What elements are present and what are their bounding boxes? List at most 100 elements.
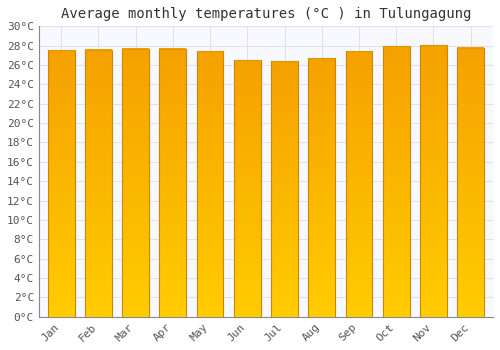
Bar: [420, 80, 447, 83]
Bar: [420, 222, 447, 224]
Bar: [234, 132, 260, 135]
Bar: [85, 79, 112, 82]
Bar: [271, 130, 298, 133]
Bar: [346, 312, 372, 314]
Bar: [346, 261, 372, 264]
Bar: [383, 92, 409, 94]
Bar: [122, 129, 149, 132]
Bar: [271, 207, 298, 209]
Bar: [458, 88, 484, 91]
Bar: [122, 110, 149, 113]
Bar: [420, 289, 447, 292]
Bar: [196, 240, 224, 243]
Bar: [346, 237, 372, 240]
Bar: [308, 128, 335, 131]
Bar: [48, 128, 74, 131]
Bar: [160, 134, 186, 137]
Bar: [383, 62, 409, 65]
Bar: [234, 206, 260, 209]
Bar: [420, 287, 447, 289]
Bar: [234, 188, 260, 191]
Bar: [196, 80, 224, 83]
Bar: [160, 252, 186, 255]
Bar: [346, 184, 372, 187]
Bar: [308, 162, 335, 164]
Bar: [458, 303, 484, 306]
Bar: [420, 153, 447, 156]
Bar: [420, 202, 447, 205]
Bar: [420, 173, 447, 175]
Bar: [383, 56, 409, 59]
Bar: [308, 182, 335, 185]
Bar: [196, 131, 224, 134]
Bar: [308, 110, 335, 113]
Bar: [458, 217, 484, 220]
Bar: [196, 195, 224, 197]
Bar: [383, 189, 409, 192]
Bar: [122, 201, 149, 204]
Bar: [122, 86, 149, 89]
Bar: [271, 278, 298, 281]
Bar: [346, 282, 372, 285]
Bar: [383, 298, 409, 301]
Bar: [234, 70, 260, 73]
Bar: [346, 152, 372, 155]
Bar: [420, 116, 447, 118]
Bar: [196, 197, 224, 200]
Bar: [234, 91, 260, 93]
Bar: [308, 164, 335, 167]
Bar: [122, 247, 149, 250]
Bar: [122, 64, 149, 67]
Bar: [85, 95, 112, 98]
Bar: [85, 239, 112, 242]
Bar: [196, 115, 224, 118]
Bar: [308, 61, 335, 63]
Bar: [383, 281, 409, 284]
Bar: [308, 125, 335, 128]
Bar: [308, 291, 335, 294]
Bar: [160, 223, 186, 226]
Bar: [346, 250, 372, 253]
Bar: [196, 51, 224, 54]
Bar: [271, 61, 298, 64]
Bar: [420, 47, 447, 50]
Bar: [196, 248, 224, 251]
Bar: [85, 57, 112, 60]
Bar: [383, 70, 409, 73]
Bar: [85, 210, 112, 212]
Bar: [271, 250, 298, 253]
Bar: [383, 184, 409, 187]
Bar: [48, 165, 74, 168]
Bar: [196, 213, 224, 216]
Bar: [346, 224, 372, 226]
Bar: [383, 103, 409, 105]
Bar: [196, 75, 224, 78]
Bar: [458, 274, 484, 276]
Bar: [271, 186, 298, 189]
Bar: [85, 71, 112, 74]
Bar: [234, 219, 260, 222]
Bar: [308, 242, 335, 244]
Bar: [122, 236, 149, 239]
Bar: [85, 127, 112, 130]
Bar: [308, 69, 335, 71]
Bar: [122, 301, 149, 303]
Bar: [234, 170, 260, 173]
Bar: [308, 273, 335, 275]
Bar: [346, 298, 372, 301]
Bar: [271, 64, 298, 66]
Bar: [271, 84, 298, 87]
Bar: [85, 279, 112, 282]
Bar: [160, 86, 186, 89]
Bar: [234, 181, 260, 183]
Bar: [346, 176, 372, 179]
Bar: [346, 187, 372, 189]
Bar: [122, 51, 149, 54]
Bar: [85, 312, 112, 314]
Bar: [308, 231, 335, 234]
Bar: [122, 118, 149, 121]
Bar: [271, 263, 298, 266]
Bar: [383, 238, 409, 241]
Bar: [308, 94, 335, 97]
Bar: [48, 256, 74, 258]
